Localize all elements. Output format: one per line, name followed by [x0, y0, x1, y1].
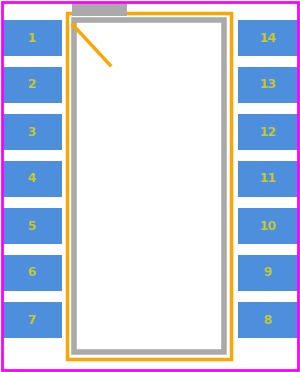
- Bar: [238, 302, 298, 338]
- Text: 10: 10: [259, 219, 277, 232]
- Text: 9: 9: [264, 266, 272, 279]
- Text: 6: 6: [28, 266, 36, 279]
- Bar: [238, 255, 298, 291]
- Text: 3: 3: [28, 125, 36, 138]
- Bar: [74, 20, 224, 352]
- Bar: [2, 302, 62, 338]
- Text: 12: 12: [259, 125, 277, 138]
- Text: 5: 5: [28, 219, 36, 232]
- Bar: [238, 161, 298, 197]
- Bar: [238, 208, 298, 244]
- Text: 11: 11: [259, 173, 277, 186]
- Bar: [67, 13, 231, 359]
- Bar: [2, 208, 62, 244]
- Bar: [238, 67, 298, 103]
- Bar: [2, 161, 62, 197]
- Bar: [238, 20, 298, 56]
- Text: 1: 1: [28, 32, 36, 45]
- Bar: [238, 114, 298, 150]
- Bar: [2, 67, 62, 103]
- Bar: [72, 3, 127, 16]
- Bar: [2, 255, 62, 291]
- Text: 8: 8: [264, 314, 272, 327]
- Text: 2: 2: [28, 78, 36, 92]
- Text: 14: 14: [259, 32, 277, 45]
- Text: 4: 4: [28, 173, 36, 186]
- Text: 7: 7: [28, 314, 36, 327]
- Bar: [2, 20, 62, 56]
- Text: 13: 13: [259, 78, 277, 92]
- Bar: [2, 114, 62, 150]
